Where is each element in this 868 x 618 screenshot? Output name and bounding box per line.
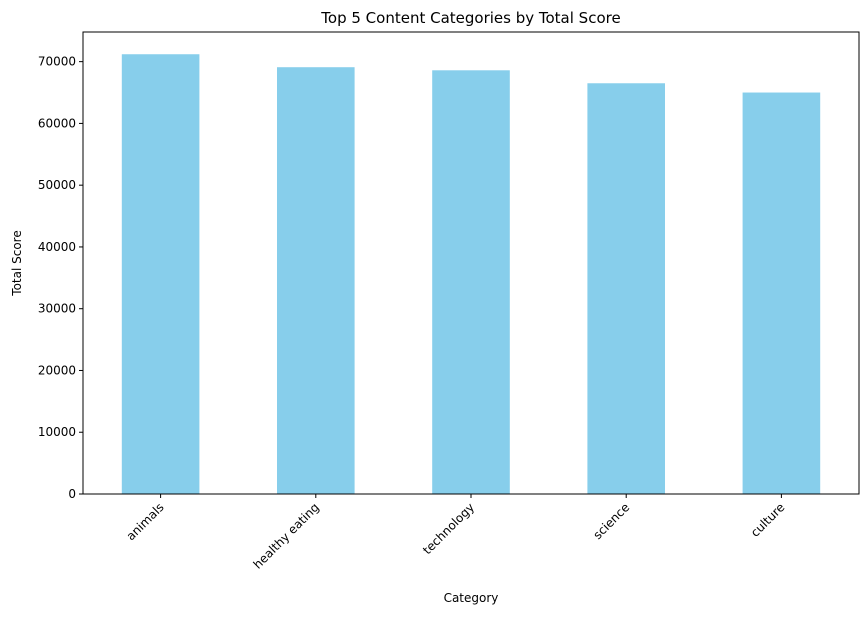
y-tick-label: 40000	[38, 240, 76, 254]
x-axis-label: Category	[444, 591, 499, 605]
x-tick-label: animals	[124, 500, 167, 543]
y-tick-label: 10000	[38, 425, 76, 439]
bar-science	[587, 83, 665, 494]
y-axis-label: Total Score	[10, 230, 24, 296]
bar-healthy-eating	[277, 67, 355, 495]
x-tick-label: science	[590, 500, 632, 542]
y-tick-label: 0	[68, 487, 76, 501]
y-tick-label: 30000	[38, 302, 76, 316]
bar-animals	[121, 54, 200, 495]
y-tick-label: 20000	[38, 363, 76, 377]
bar-culture	[742, 92, 821, 494]
x-tick-label: healthy eating	[251, 500, 322, 571]
bars-group	[121, 54, 821, 495]
y-tick-label: 70000	[38, 55, 76, 69]
x-tick-label: technology	[420, 500, 477, 557]
bar-technology	[432, 70, 510, 494]
y-tick-label: 60000	[38, 116, 76, 130]
x-tick-label: culture	[748, 500, 788, 540]
y-tick-label: 50000	[38, 178, 76, 192]
chart-title: Top 5 Content Categories by Total Score	[320, 9, 620, 27]
